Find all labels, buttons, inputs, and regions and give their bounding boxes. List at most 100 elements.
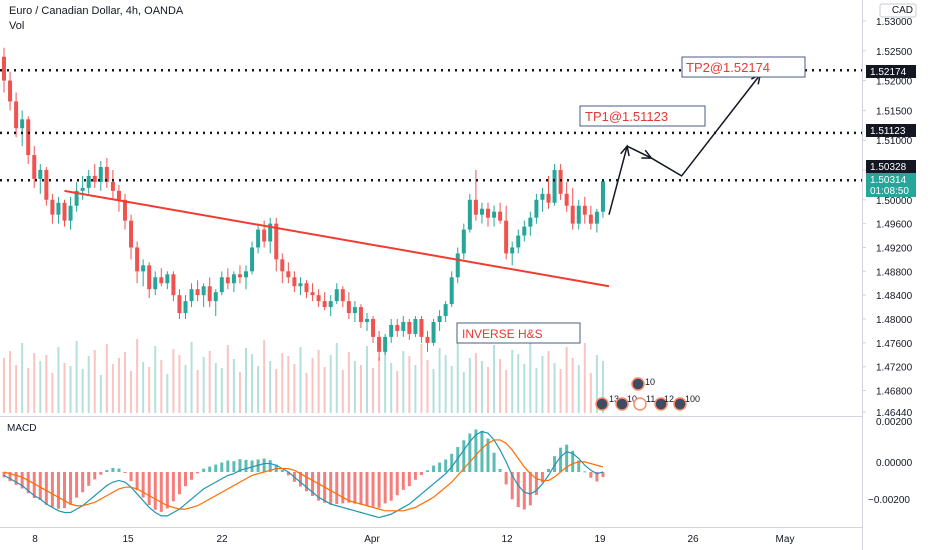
candle-body (38, 169, 43, 179)
candle-body (377, 336, 382, 352)
macd-histogram-bar (426, 470, 429, 472)
volume-bar (577, 365, 580, 413)
macd-histogram-bar (383, 472, 387, 504)
event-icon[interactable] (654, 397, 668, 411)
candle-body (141, 265, 146, 272)
macd-histogram-bar (38, 472, 42, 501)
candle-body (201, 286, 206, 296)
volume-bar (426, 360, 429, 413)
candle-body (123, 199, 127, 221)
volume-bar (414, 365, 417, 413)
macd-histogram-bar (165, 472, 169, 509)
macd-histogram-bar (341, 472, 345, 504)
candle-body (407, 321, 412, 334)
event-markers[interactable]: 10 13 10 11 12 100 (595, 377, 700, 411)
macd-histogram-bar (486, 438, 490, 472)
macd-histogram-bar (377, 472, 381, 508)
macd-histogram-bar (44, 472, 48, 505)
candle-body (540, 193, 545, 200)
volume-bar (559, 369, 562, 413)
candle-body (328, 301, 333, 308)
candle-body (358, 307, 363, 322)
macd-histogram-bar (589, 472, 593, 478)
volume-bar (323, 367, 326, 413)
macd-histogram-bar (347, 472, 351, 503)
volume-bar (384, 339, 387, 413)
candle-body (20, 119, 25, 129)
macd-histogram-bar (474, 429, 478, 472)
volume-bar (111, 364, 114, 413)
macd-histogram-bar (305, 472, 308, 492)
candle-body (558, 169, 563, 194)
macd-histogram-bar (371, 472, 375, 507)
candle-body (213, 292, 218, 302)
volume-bar (444, 355, 447, 413)
macd-histogram-bar (359, 472, 363, 505)
tp2-annotation-box[interactable] (681, 56, 806, 78)
volume-bar (529, 341, 532, 413)
macd-histogram-bar (492, 452, 496, 472)
candle-body (280, 259, 285, 272)
volume-bar (595, 355, 598, 413)
candle-body (492, 211, 497, 218)
macd-histogram-bar (365, 472, 369, 506)
event-icon[interactable] (631, 377, 645, 391)
volume-bar (3, 358, 5, 413)
macd-histogram-bar (81, 472, 85, 493)
price-tick: 1.46440 (876, 408, 913, 419)
volume-bar (220, 368, 223, 413)
volume-bar (353, 361, 356, 413)
macd-histogram-bar (498, 468, 502, 472)
volume-bar (378, 357, 381, 413)
macd-histogram-bar (268, 460, 272, 472)
macd-histogram-bar (565, 444, 569, 472)
candle-body (50, 199, 55, 215)
pattern-annotation-box[interactable] (456, 322, 581, 344)
event-icon[interactable] (633, 397, 647, 411)
price-tick: 1.53000 (876, 17, 913, 28)
candle-body (165, 274, 170, 284)
volume-bar (420, 344, 423, 413)
volume-bar (202, 357, 205, 413)
price-axis: 1.530001.525001.520001.515001.510001.505… (862, 17, 913, 419)
macd-histogram-bar (214, 464, 218, 472)
candle-body (304, 283, 309, 293)
volume-bar (154, 346, 157, 413)
tp1-annotation-box[interactable] (579, 105, 706, 127)
event-icon[interactable] (595, 397, 609, 411)
volume-bar (341, 370, 344, 413)
candle-body (582, 205, 587, 215)
macd-histogram-bar (141, 472, 145, 498)
currency-box[interactable] (879, 3, 917, 18)
macd-histogram-bar (553, 456, 557, 472)
projection-arrowhead (620, 144, 630, 157)
volume-bar (390, 363, 393, 413)
currency-label: CAD (892, 5, 913, 16)
candle-body (159, 277, 164, 284)
candle-body (334, 289, 339, 302)
volume-bar (93, 350, 96, 413)
event-icon[interactable] (615, 397, 629, 411)
macd-histogram-bar (419, 472, 423, 476)
volume-bar (583, 343, 586, 413)
time-tick: May (776, 534, 795, 545)
candle-body (2, 56, 6, 81)
candle-body (104, 167, 109, 182)
macd-histogram-bar (129, 472, 133, 482)
macd-histogram-bar (280, 469, 284, 472)
tp2-price-label: 1.52174 (870, 67, 907, 78)
macd-histogram-bar (147, 472, 151, 506)
candle-body (600, 181, 605, 212)
event-icon[interactable] (673, 397, 687, 411)
macd-histogram-bar (577, 460, 581, 472)
tp1-annotation: TP1@1.51123 (585, 109, 668, 124)
candle-body (346, 301, 351, 314)
candle-body (135, 247, 140, 272)
macd-histogram-bar (93, 472, 97, 480)
price-tick: 1.49600 (876, 220, 913, 231)
volume-bar (81, 369, 84, 413)
candle-body (486, 208, 490, 218)
candle-body (510, 247, 515, 254)
volume-bar (99, 375, 102, 413)
